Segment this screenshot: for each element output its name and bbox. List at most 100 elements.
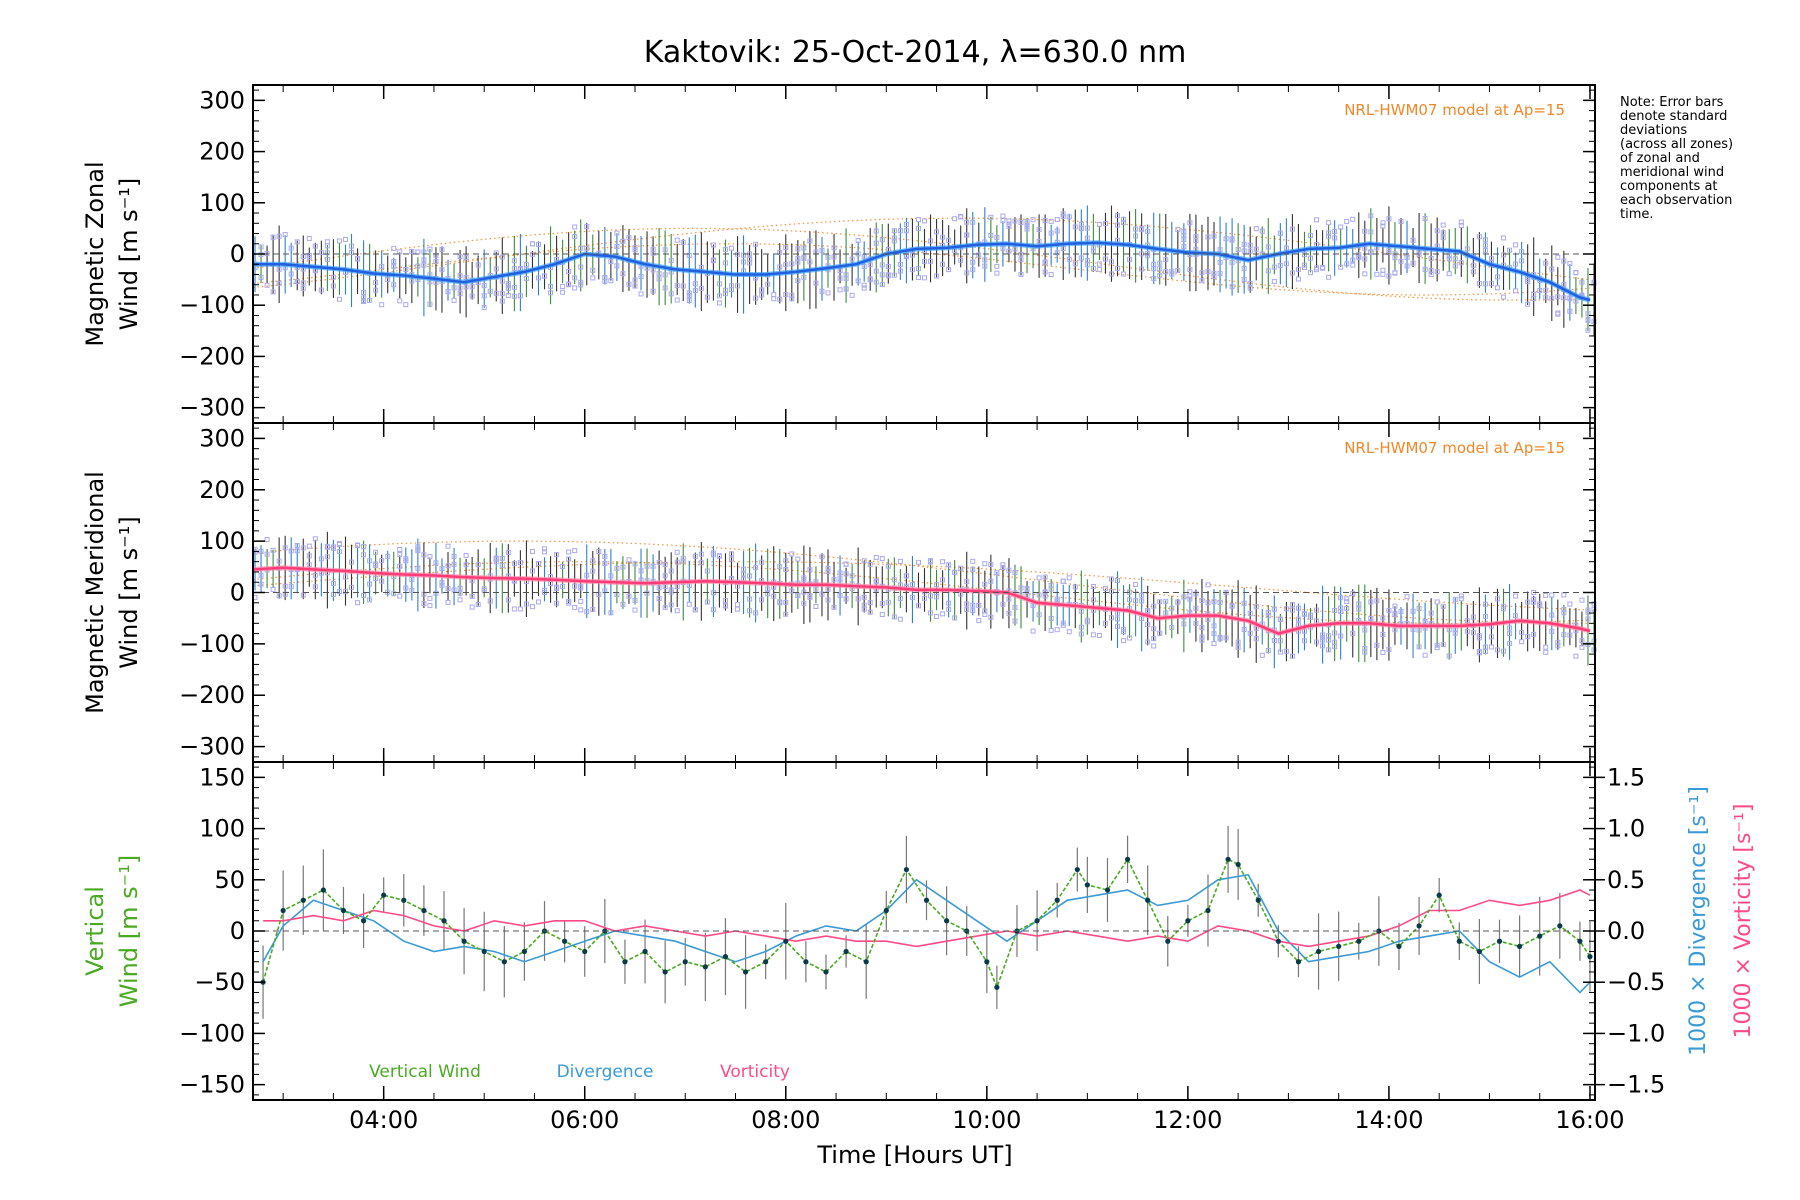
zone-wind-point [1356, 601, 1362, 607]
zone-wind-point [982, 608, 988, 614]
zone-wind-point [475, 562, 481, 568]
vertical-wind-point [702, 964, 708, 970]
zone-wind-point [1018, 585, 1024, 591]
zone-wind-point [638, 568, 644, 574]
zone-wind-point [270, 289, 276, 295]
zone-wind-point [1006, 596, 1012, 602]
zone-wind-point [1494, 647, 1500, 653]
zone-wind-point [409, 248, 415, 254]
zone-wind-point [1265, 610, 1271, 616]
zone-wind-point [1054, 627, 1060, 633]
vertical-wind-point [1496, 938, 1503, 944]
vertical-wind-point [1436, 892, 1442, 898]
zone-wind-point [1115, 265, 1121, 271]
zone-wind-point [1555, 643, 1561, 649]
zone-wind-point [355, 256, 361, 262]
zone-wind-point [1265, 244, 1271, 250]
y-tick-label: 300 [199, 86, 245, 114]
zone-wind-point [1519, 249, 1525, 255]
y2-tick-label: −0.5 [1607, 968, 1665, 996]
zone-wind-point [1344, 605, 1350, 611]
zone-wind-point [915, 274, 921, 280]
zone-wind-point [1271, 264, 1277, 270]
zone-wind-point [686, 298, 692, 304]
legend-vorticity: Vorticity [720, 1062, 790, 1082]
zone-wind-point [825, 254, 831, 260]
zone-wind-point [783, 245, 789, 251]
zone-wind-point [759, 597, 765, 603]
zone-wind-point [1494, 596, 1500, 602]
zone-wind-point [1145, 639, 1151, 645]
zone-wind-point [529, 241, 535, 247]
zone-wind-point [964, 601, 970, 607]
zone-wind-point [1006, 248, 1012, 254]
zone-wind-point [1555, 254, 1561, 260]
zone-wind-point [1157, 273, 1163, 279]
zone-wind-point [741, 571, 747, 577]
zone-wind-point [831, 576, 837, 582]
zone-wind-point [336, 589, 342, 595]
zone-wind-point [282, 545, 288, 551]
zone-wind-point [1217, 635, 1223, 641]
zone-wind-point [1241, 265, 1247, 271]
zone-wind-point [1018, 257, 1024, 263]
zone-wind-point [819, 591, 825, 597]
zone-wind-point [1121, 271, 1127, 277]
zone-wind-point [264, 282, 270, 288]
zone-wind-point [1513, 261, 1519, 267]
zone-wind-point [1289, 607, 1295, 613]
zone-wind-point [674, 237, 680, 243]
zone-wind-point [873, 279, 879, 285]
zone-wind-point [1000, 562, 1006, 568]
zone-wind-point [439, 582, 445, 588]
vertical-wind-point [803, 959, 809, 965]
zone-wind-point [270, 586, 276, 592]
vertical-wind-point [843, 948, 849, 955]
zone-wind-point [584, 224, 590, 230]
chart-title: Kaktovik: 25-Oct-2014, λ=630.0 nm [644, 35, 1187, 70]
zone-wind-point [777, 249, 783, 255]
zone-wind-point [421, 601, 427, 607]
vertical-wind-point [1034, 918, 1040, 924]
zone-wind-point [608, 278, 614, 284]
zone-wind-point [1301, 262, 1307, 268]
zone-wind-point [674, 283, 680, 289]
zone-wind-point [355, 543, 361, 549]
zone-wind-point [608, 573, 614, 579]
zone-wind-point [1482, 613, 1488, 619]
zone-wind-point [674, 297, 680, 303]
zone-wind-point [1579, 597, 1585, 603]
zone-wind-point [1470, 630, 1476, 636]
zone-wind-point [1458, 260, 1464, 266]
zone-wind-point [1295, 276, 1301, 282]
zone-wind-point [572, 275, 578, 281]
zone-wind-point [548, 290, 554, 296]
zone-wind-point [934, 594, 940, 600]
zone-wind-point [1024, 219, 1030, 225]
zone-wind-point [1440, 222, 1446, 228]
zone-wind-point [1488, 644, 1494, 650]
zone-wind-point [1115, 623, 1121, 629]
y2-tick-label: 0.5 [1607, 866, 1645, 894]
zone-wind-point [572, 583, 578, 589]
zone-wind-point [940, 577, 946, 583]
zone-wind-point [885, 563, 891, 569]
zone-wind-point [1157, 266, 1163, 272]
zone-wind-point [1102, 620, 1108, 626]
zone-wind-point [1507, 631, 1513, 637]
zone-wind-point [1344, 596, 1350, 602]
zone-wind-point [379, 263, 385, 269]
y-tick-label: 200 [199, 476, 245, 504]
zone-wind-point [1476, 635, 1482, 641]
zone-wind-point [1380, 615, 1386, 621]
zone-wind-point [1006, 567, 1012, 573]
zone-wind-point [457, 597, 463, 603]
zone-wind-point [1054, 217, 1060, 223]
zone-wind-point [632, 607, 638, 613]
zone-wind-point [403, 585, 409, 591]
zone-wind-point [728, 245, 734, 251]
zone-wind-point [330, 274, 336, 280]
zone-wind-point [988, 578, 994, 584]
zone-wind-point [1042, 269, 1048, 275]
zone-wind-point [1482, 601, 1488, 607]
